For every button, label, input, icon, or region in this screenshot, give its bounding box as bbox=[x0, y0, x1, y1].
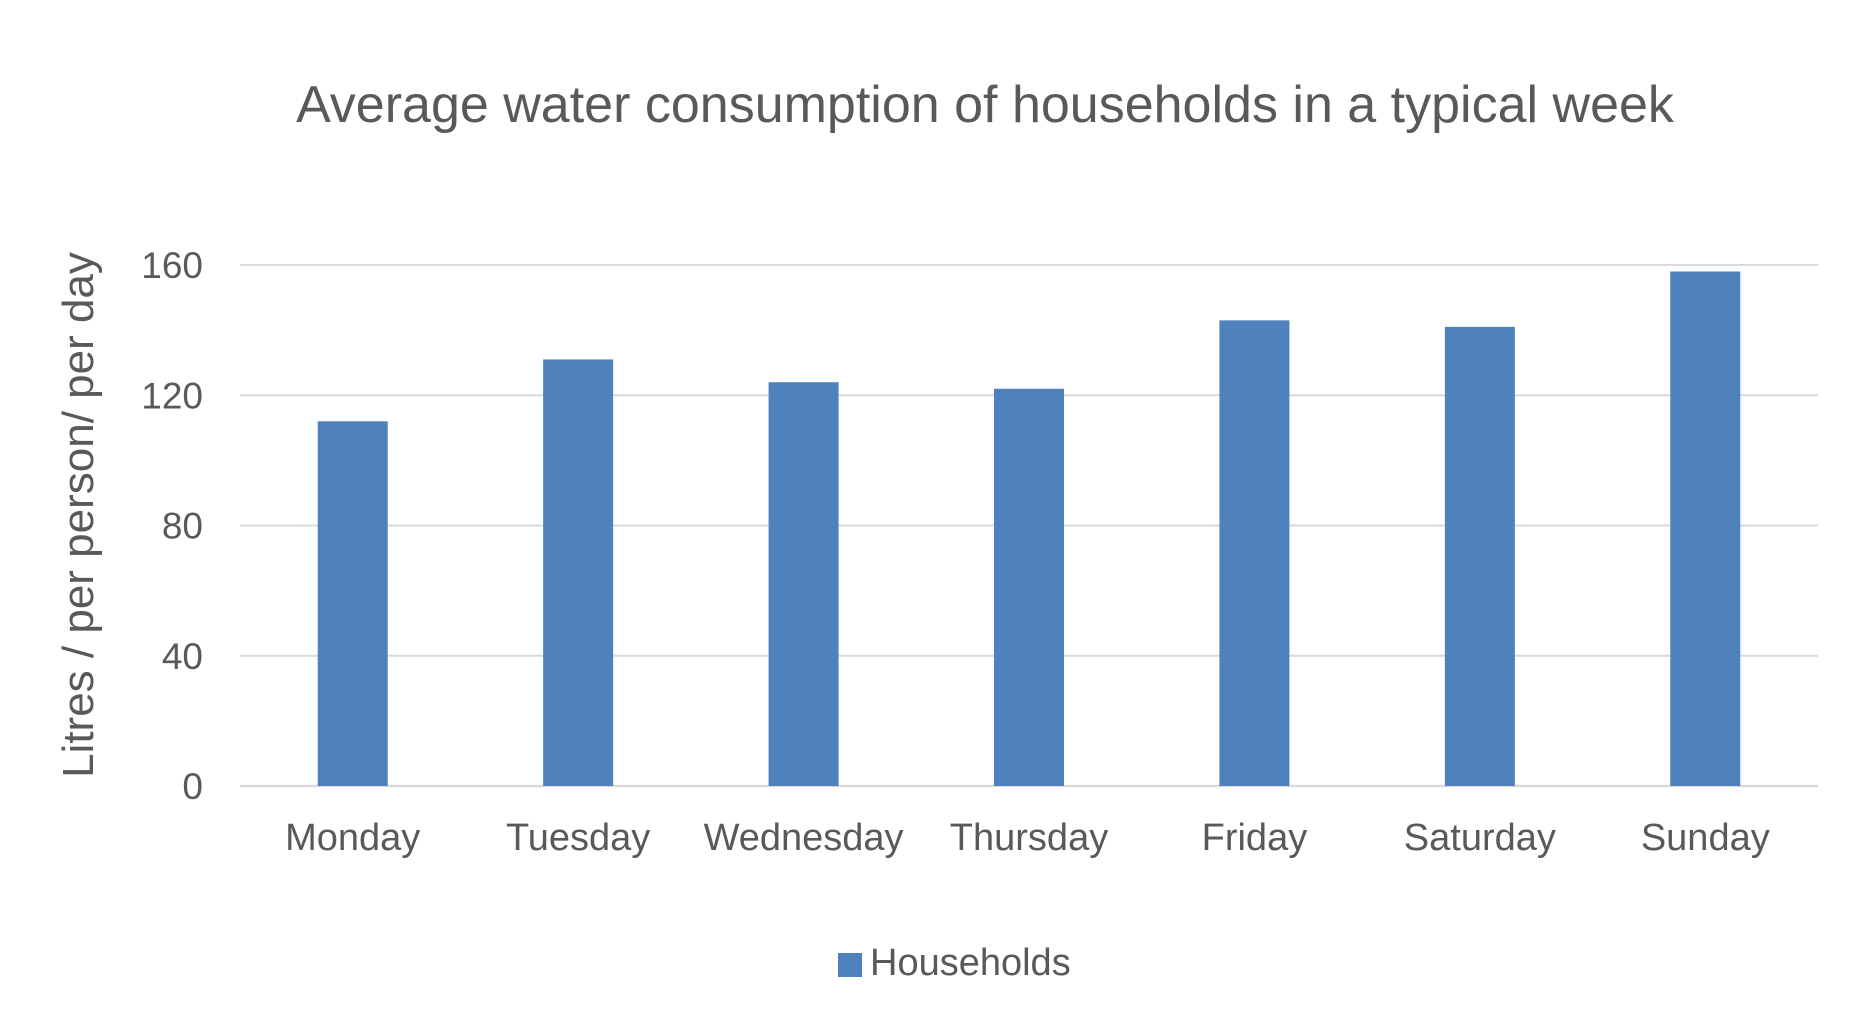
y-tick-label: 160 bbox=[141, 245, 203, 286]
y-axis-label: Litres / per person/ per day bbox=[54, 252, 103, 778]
bar-thursday bbox=[994, 388, 1064, 786]
x-category-label-monday: Monday bbox=[285, 817, 420, 859]
y-tick-label: 40 bbox=[162, 636, 203, 677]
x-category-label-tuesday: Tuesday bbox=[506, 817, 650, 859]
bar-monday bbox=[317, 421, 388, 786]
x-category-label-thursday: Thursday bbox=[950, 817, 1108, 859]
bar-sunday bbox=[1670, 271, 1741, 786]
legend-label-households: Households bbox=[870, 942, 1071, 984]
chart-title: Average water consumption of households … bbox=[296, 76, 1675, 134]
bar-saturday bbox=[1444, 326, 1515, 786]
y-tick-label: 0 bbox=[182, 766, 203, 807]
x-category-label-sunday: Sunday bbox=[1641, 817, 1770, 859]
legend-swatch-households bbox=[838, 953, 862, 977]
bar-friday bbox=[1219, 320, 1290, 786]
legend: Households bbox=[838, 942, 1071, 984]
y-axis-ticks: 0 40 80 120 160 bbox=[141, 245, 203, 807]
bar-tuesday bbox=[543, 359, 614, 786]
x-axis-categories: Monday Tuesday Wednesday Thursday Friday Satu… bbox=[285, 817, 1770, 859]
x-category-label-friday: Friday bbox=[1202, 817, 1308, 859]
x-category-label-wednesday: Wednesday bbox=[704, 817, 904, 859]
y-tick-label: 120 bbox=[141, 375, 203, 416]
x-category-label-saturday: Saturday bbox=[1404, 817, 1556, 859]
bars bbox=[317, 271, 1741, 786]
bar-wednesday bbox=[768, 382, 839, 786]
y-tick-label: 80 bbox=[162, 506, 203, 547]
